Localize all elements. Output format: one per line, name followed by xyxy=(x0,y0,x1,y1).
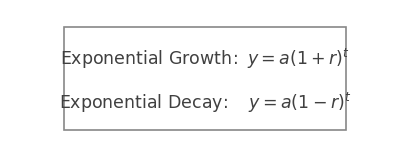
FancyBboxPatch shape xyxy=(64,27,346,130)
Text: $\rm Exponential\ Growth\!:\ $$y = a(1 + r)^t$: $\rm Exponential\ Growth\!:\ $$y = a(1 +… xyxy=(60,46,350,71)
Text: $\rm Exponential\ Decay\!:\quad$$y = a(1 - r)^t$: $\rm Exponential\ Decay\!:\quad$$y = a(1… xyxy=(59,91,351,115)
